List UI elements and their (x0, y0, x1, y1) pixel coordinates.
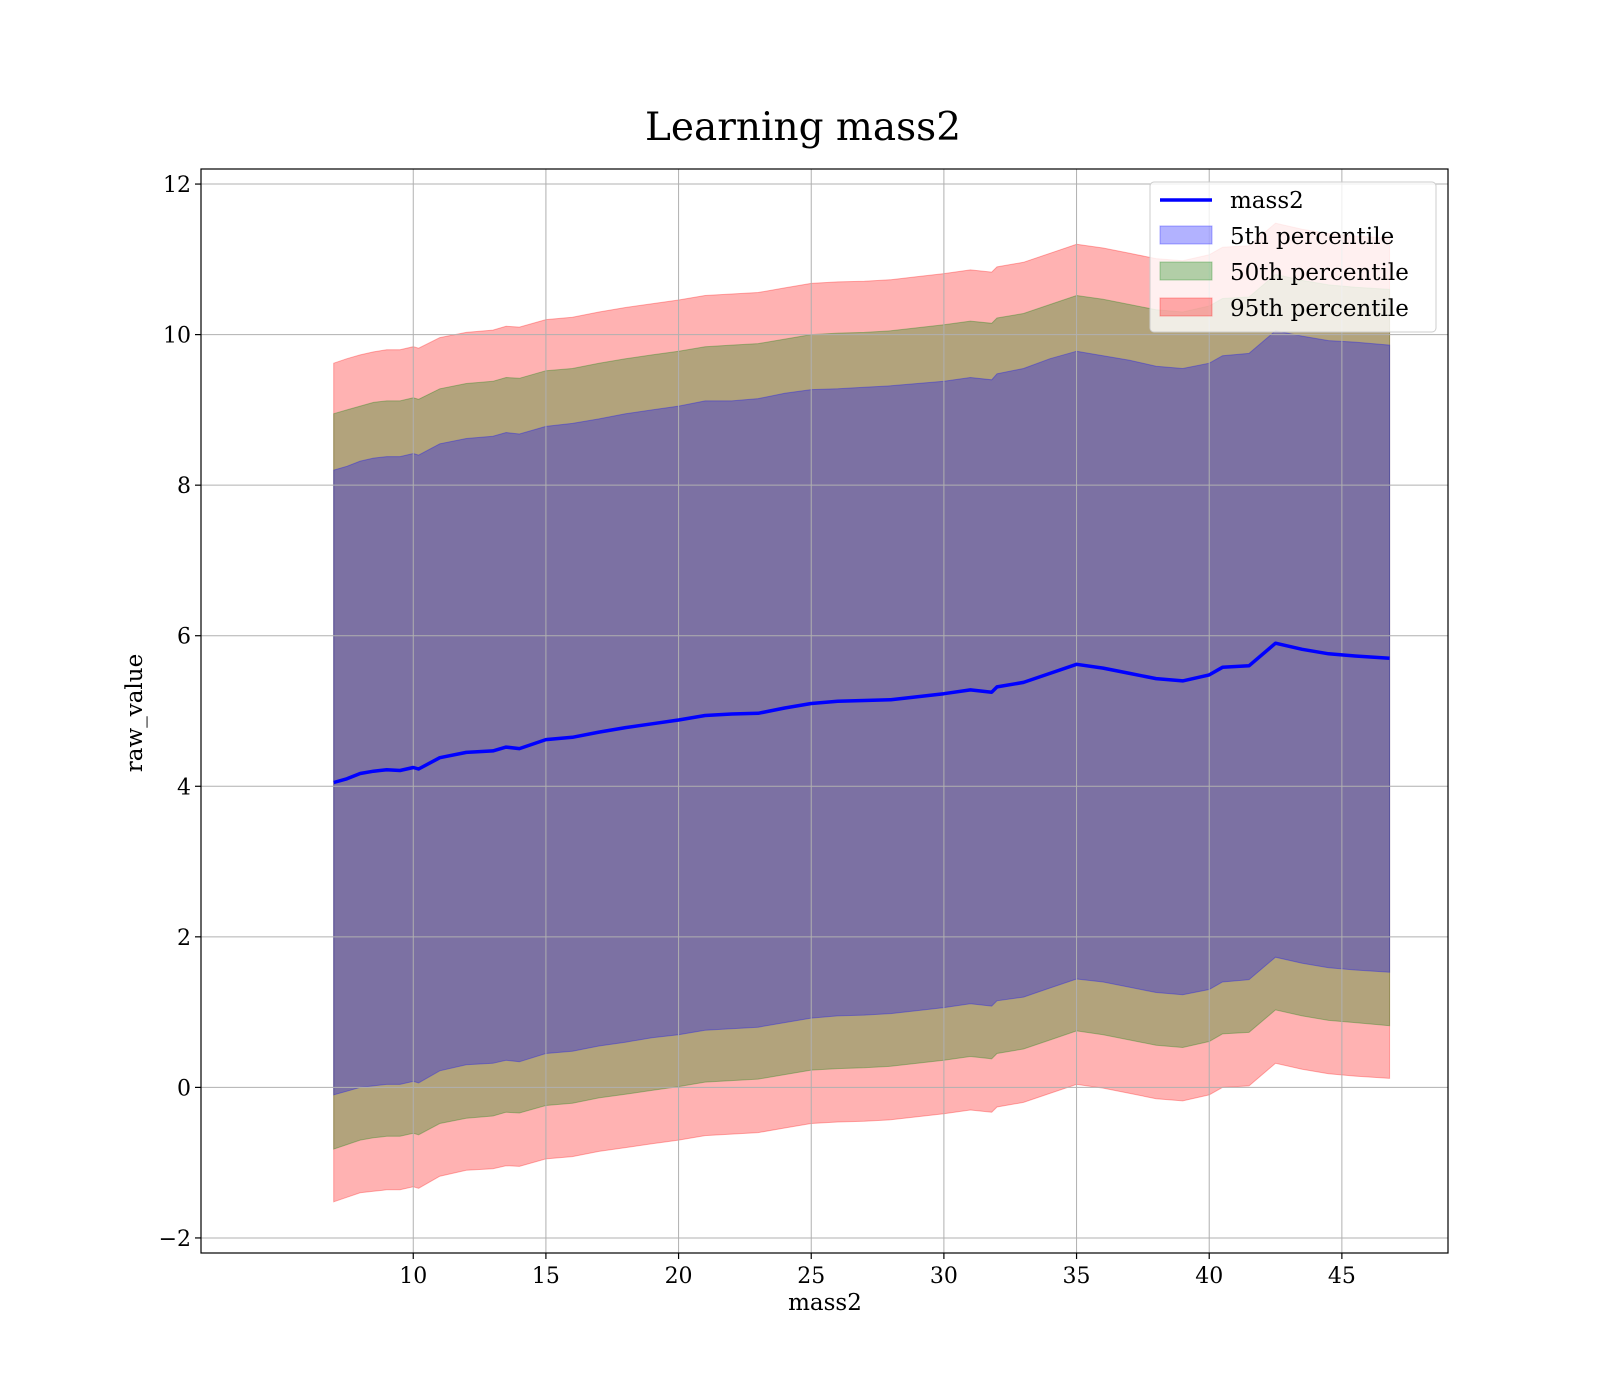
legend-swatch-95th (1159, 297, 1213, 317)
series-line-layer (333, 641, 1390, 785)
x-axis-label: mass2 (788, 1290, 862, 1316)
chart-title: Learning mass2 (645, 105, 961, 150)
y-tick-label: 8 (177, 474, 191, 499)
y-tick-label: 10 (163, 324, 191, 349)
band-50th-percentile (333, 273, 1391, 1150)
x-tick-label: 30 (930, 1264, 958, 1289)
y-tick-label: 6 (177, 625, 191, 650)
y-tick-label: 4 (177, 775, 191, 800)
legend-label-mass2: mass2 (1230, 188, 1304, 214)
x-tick-label: 40 (1195, 1264, 1223, 1289)
y-tick-label: 12 (163, 173, 191, 198)
y-tick-label: −2 (159, 1227, 191, 1252)
series-line-mass2 (333, 641, 1390, 785)
legend-swatch-50th (1159, 261, 1213, 281)
x-tick-label: 15 (532, 1264, 560, 1289)
band-95th-percentile (333, 222, 1391, 1203)
y-tick-label: 2 (177, 926, 191, 951)
x-tick-label: 35 (1063, 1264, 1091, 1289)
legend-label-95th: 95th percentile (1230, 296, 1409, 322)
grid (201, 169, 1448, 1253)
x-tick-label: 20 (665, 1264, 693, 1289)
legend-label-5th: 5th percentile (1230, 224, 1394, 250)
legend-box (1149, 181, 1437, 333)
legend: mass2 5th percentile 50th percentile 95t… (1149, 181, 1437, 333)
legend-swatch-5th (1159, 225, 1213, 245)
x-tick-label: 45 (1328, 1264, 1356, 1289)
plot-area-frame (200, 168, 1449, 1254)
legend-label-50th: 50th percentile (1230, 260, 1409, 286)
band-5th-percentile (333, 330, 1391, 1096)
percentile-bands (333, 222, 1391, 1203)
y-tick-label: 0 (177, 1076, 191, 1101)
x-tick-label: 25 (797, 1264, 825, 1289)
y-axis-label: raw_value (122, 654, 148, 772)
axis-ticks: 10 15 20 25 30 35 40 45 −2 0 2 4 6 8 10 12 (159, 173, 1356, 1289)
x-tick-label: 10 (399, 1264, 427, 1289)
